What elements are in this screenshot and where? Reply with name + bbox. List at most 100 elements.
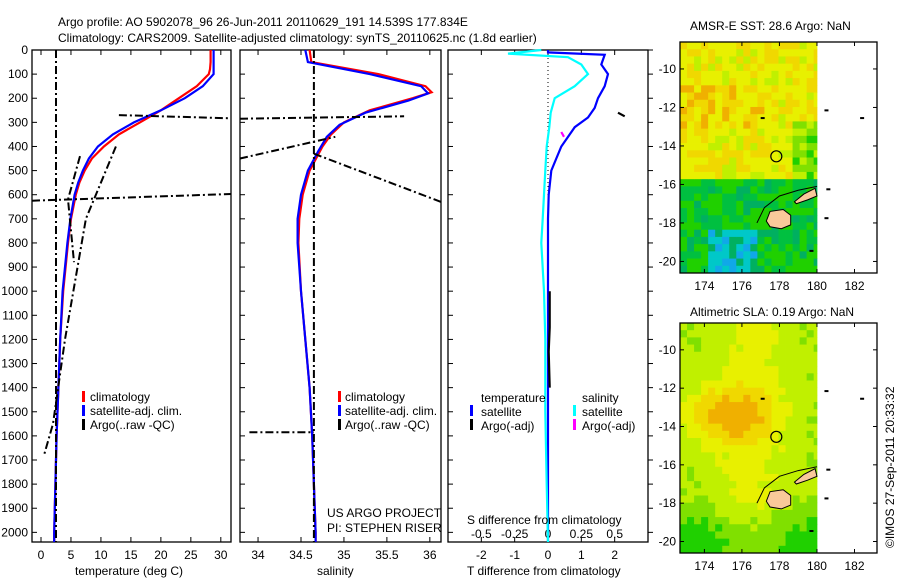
map-cell <box>750 380 758 389</box>
map-cell <box>722 114 730 122</box>
map-cell <box>757 56 765 65</box>
y-tick-label: 1100 <box>2 308 28 322</box>
map-cell <box>764 394 772 403</box>
map-cell <box>701 85 709 93</box>
map-cell <box>701 394 709 403</box>
map-cell <box>715 394 723 403</box>
map-cell <box>785 545 793 554</box>
map-cell <box>785 481 793 489</box>
map-cell <box>778 92 786 101</box>
map-cell <box>764 99 772 108</box>
map-cell <box>778 150 786 158</box>
map-cell <box>694 409 702 417</box>
map-cell <box>764 438 772 446</box>
map-cell <box>778 366 786 374</box>
map-cell <box>792 150 801 158</box>
map-cell <box>757 121 765 130</box>
map-cell <box>708 445 716 453</box>
map-cell <box>799 128 808 137</box>
map-cell <box>736 330 744 338</box>
map-cell <box>778 85 786 93</box>
x2-tick-label: -0.5 <box>471 527 492 541</box>
map-cell <box>701 459 709 468</box>
map-cell <box>785 258 793 267</box>
map-cell <box>764 49 772 57</box>
map-cell <box>680 517 688 525</box>
map-cell <box>722 236 730 245</box>
map-cell <box>778 236 786 245</box>
map-cell <box>687 222 695 231</box>
map-cell <box>694 545 702 554</box>
map-cell <box>792 215 801 223</box>
map-cell <box>743 186 751 194</box>
x-tick-label: 180 <box>807 279 827 293</box>
map-cell <box>799 258 808 267</box>
map-cell <box>722 495 730 504</box>
map-cell <box>813 452 818 460</box>
map-cell <box>736 200 744 209</box>
map-cell <box>799 265 808 274</box>
map-cell <box>764 114 772 122</box>
map-cell <box>785 114 793 122</box>
map-cell <box>736 157 744 166</box>
series-argo-diagonal-2 <box>313 152 442 203</box>
map-cell <box>750 344 758 353</box>
y-tick-label: 1400 <box>1 381 28 395</box>
map-cell <box>799 85 808 93</box>
map-cell <box>736 466 744 475</box>
map-cell <box>680 531 688 540</box>
map-cell <box>785 488 793 496</box>
map-cell <box>701 251 709 259</box>
map-cell <box>785 416 793 425</box>
map-cell <box>736 128 744 137</box>
map-cell <box>722 128 730 137</box>
map-cell <box>736 164 744 173</box>
map-cell <box>778 164 786 173</box>
map-cell <box>687 466 695 475</box>
map-cell <box>771 121 779 130</box>
map-cell <box>687 344 695 353</box>
map-cell <box>708 466 716 475</box>
map-cell <box>785 509 793 518</box>
map-cell <box>771 150 779 158</box>
legend-swatch-t-satellite <box>470 405 473 416</box>
map-cell <box>701 466 709 475</box>
map-cell <box>764 106 772 115</box>
map-cell <box>750 150 758 158</box>
map-cell <box>680 330 688 338</box>
legend-label: satellite-adj. clim. <box>345 404 437 418</box>
map-cell <box>701 150 709 158</box>
map-cell <box>743 164 751 173</box>
legend-title-temperature: temperature <box>481 391 546 405</box>
map-cell <box>694 265 702 274</box>
map-cell <box>701 121 709 130</box>
map-cell <box>729 524 737 532</box>
map-cell <box>750 179 758 187</box>
map-cell <box>729 358 737 367</box>
map-cell <box>757 445 765 453</box>
map-cell <box>708 49 716 57</box>
map-cell <box>736 143 744 151</box>
map-cell <box>771 466 779 475</box>
map-cell <box>799 416 808 425</box>
map-cell <box>757 78 765 86</box>
map-cell <box>722 63 730 72</box>
map-cell <box>743 244 751 252</box>
map-cell <box>736 358 744 367</box>
map-cell <box>750 416 758 425</box>
map-cell <box>806 358 815 367</box>
map-cell <box>778 509 786 518</box>
map-cell <box>778 135 786 144</box>
map-cell <box>785 452 793 460</box>
map-cell <box>750 366 758 374</box>
map-cell <box>694 358 702 367</box>
map-cell <box>743 258 751 267</box>
map-cell <box>701 63 709 72</box>
y-tick-label: -10 <box>659 62 677 76</box>
map-cell <box>736 49 744 57</box>
map-cell <box>694 63 702 72</box>
map-cell <box>722 92 730 101</box>
map-cell <box>764 473 772 482</box>
profile-location-marker <box>770 150 783 163</box>
map-cell <box>785 164 793 173</box>
